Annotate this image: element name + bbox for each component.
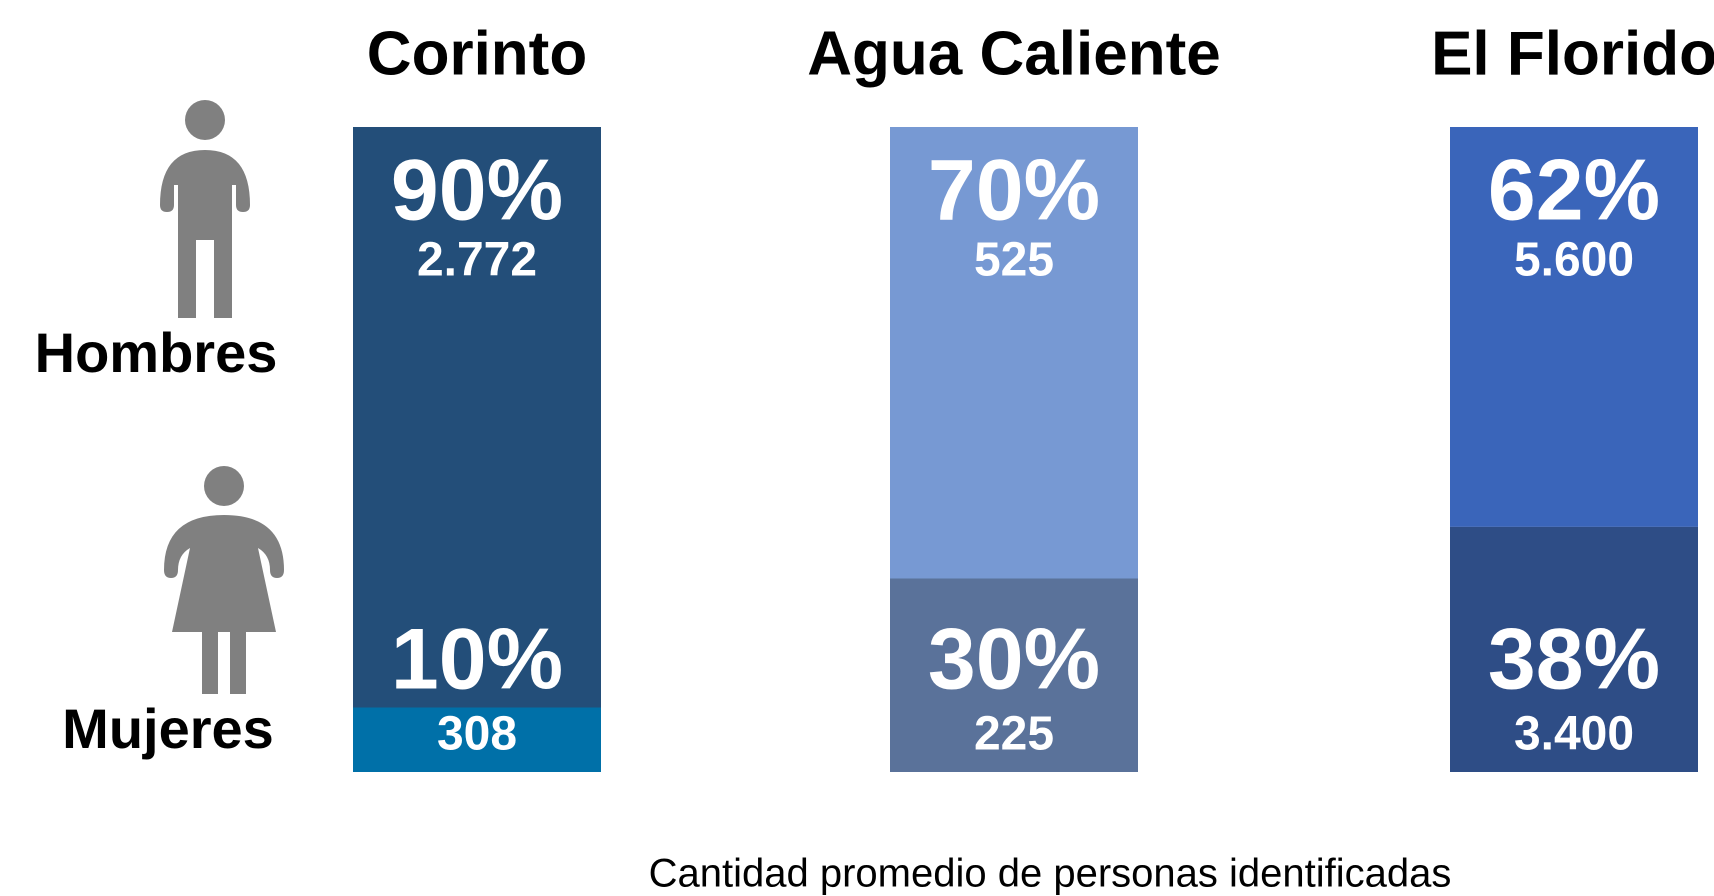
x-axis-label: Cantidad promedio de personas identifica…	[649, 852, 1452, 896]
percent-label: 30%	[928, 612, 1100, 708]
bar-title: El Florido	[1431, 19, 1714, 88]
bar-segment	[890, 578, 1138, 772]
count-label: 2.772	[417, 234, 537, 287]
male-icon	[160, 100, 250, 318]
percent-label: 90%	[391, 143, 563, 239]
count-label: 3.400	[1514, 708, 1634, 761]
count-label: 5.600	[1514, 234, 1634, 287]
bar-segment	[890, 127, 1138, 579]
percent-label: 10%	[391, 612, 563, 708]
percent-label: 70%	[928, 143, 1100, 239]
count-label: 525	[974, 234, 1054, 287]
legend-label: Mujeres	[62, 697, 274, 760]
bar-segment	[1450, 526, 1698, 772]
bar-segment	[1450, 127, 1698, 527]
percent-label: 38%	[1488, 612, 1660, 708]
bar-segment	[353, 707, 601, 772]
legend-label: Hombres	[35, 321, 278, 384]
count-label: 308	[437, 708, 517, 761]
count-label: 225	[974, 708, 1054, 761]
female-icon	[164, 466, 284, 694]
bar-title: Corinto	[367, 19, 587, 88]
bar-title: Agua Caliente	[807, 19, 1220, 88]
bar-segment	[353, 127, 601, 708]
percent-label: 62%	[1488, 143, 1660, 239]
